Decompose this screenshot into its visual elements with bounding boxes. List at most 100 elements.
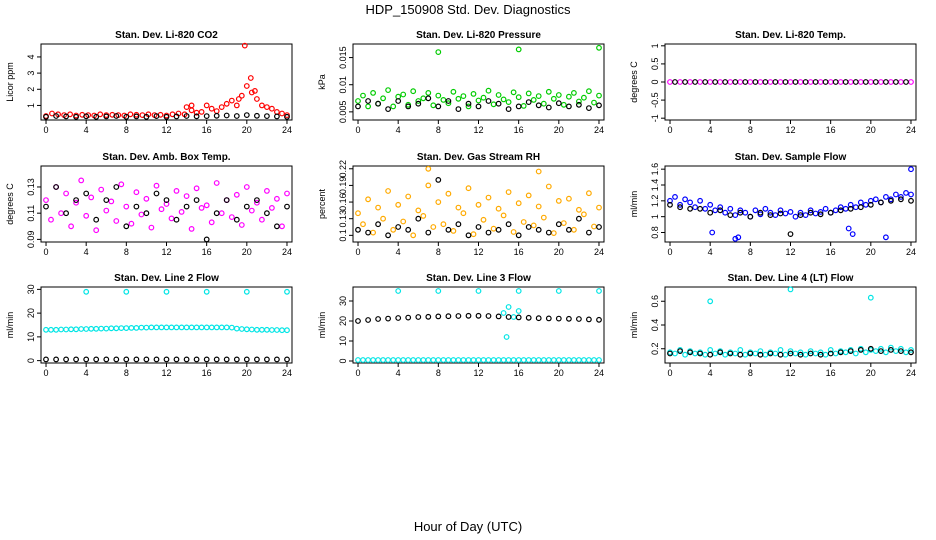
data-point [133, 356, 140, 363]
data-point [677, 348, 683, 355]
data-point [435, 92, 442, 99]
data-point [445, 100, 452, 107]
data-point [545, 104, 552, 111]
series-1 [355, 44, 602, 110]
data-point [505, 99, 512, 105]
data-point [898, 193, 904, 200]
data-point [867, 294, 874, 301]
data-point [782, 351, 789, 358]
y-tick-label: 0.01 [338, 76, 348, 94]
data-point [253, 326, 260, 333]
x-tick-label: 20 [242, 125, 252, 135]
data-point [555, 221, 562, 228]
x-tick-label: 16 [826, 368, 836, 378]
data-point [510, 229, 517, 235]
x-tick-label: 20 [866, 125, 876, 135]
data-point [878, 79, 884, 85]
data-point [355, 103, 361, 110]
data-point [470, 357, 477, 363]
data-point [515, 314, 522, 321]
data-point [123, 288, 130, 295]
data-point [515, 288, 522, 294]
data-point [425, 89, 432, 96]
data-point [223, 112, 230, 119]
data-point [123, 223, 130, 230]
data-point [672, 193, 678, 200]
data-point [787, 208, 794, 215]
y-tick-label: 0.13 [338, 210, 348, 228]
data-point [727, 350, 734, 357]
data-point [173, 216, 180, 223]
data-point [812, 210, 819, 217]
data-point [83, 212, 90, 219]
data-point [832, 79, 839, 85]
data-point [390, 226, 397, 233]
data-point [153, 190, 160, 197]
data-point [709, 229, 716, 236]
x-tick-label: 20 [554, 368, 564, 378]
data-point [284, 288, 290, 295]
data-point [812, 350, 819, 357]
data-point [480, 357, 487, 363]
data-point [677, 204, 683, 211]
data-point [73, 326, 79, 333]
data-point [852, 79, 859, 85]
data-point [596, 44, 602, 51]
data-point [903, 189, 909, 196]
data-point [375, 100, 382, 107]
data-point [435, 288, 442, 294]
data-point [178, 324, 185, 331]
data-point [500, 96, 507, 103]
data-point [445, 226, 452, 233]
data-point [697, 205, 703, 212]
data-point [510, 89, 517, 96]
data-point [787, 286, 794, 293]
data-point [802, 351, 809, 358]
data-point [535, 357, 542, 363]
data-point [807, 348, 814, 355]
data-point [243, 326, 250, 333]
data-point [143, 113, 150, 120]
data-point [500, 357, 507, 363]
data-point [158, 324, 165, 331]
data-point [898, 348, 904, 355]
data-point [88, 194, 95, 201]
series-2 [355, 312, 602, 324]
data-point [817, 211, 824, 218]
data-point [133, 203, 140, 210]
data-point [213, 356, 220, 363]
data-point [576, 98, 582, 105]
data-point [233, 191, 240, 198]
data-point [692, 350, 698, 357]
data-point [465, 185, 472, 192]
data-point [677, 79, 683, 85]
data-point [888, 197, 894, 204]
data-point [269, 204, 275, 211]
x-tick-label: 0 [356, 368, 361, 378]
data-point [113, 218, 120, 224]
data-point [742, 79, 749, 85]
x-tick-label: 20 [242, 247, 252, 257]
data-point [883, 193, 889, 200]
x-tick-label: 24 [282, 125, 292, 135]
data-point [173, 187, 180, 194]
data-point [143, 324, 150, 331]
data-point [213, 210, 220, 217]
y-tick-label: 30 [26, 284, 36, 294]
y-axis-label: ml/min [629, 312, 639, 339]
data-point [460, 357, 467, 363]
x-tick-label: 20 [866, 368, 876, 378]
y-axis-label: degrees C [5, 183, 15, 225]
data-point [490, 357, 497, 363]
y-tick-label: 1.4 [650, 179, 660, 192]
data-point [133, 189, 140, 196]
data-point [188, 225, 195, 232]
data-point [243, 184, 250, 190]
x-tick-label: 12 [785, 125, 795, 135]
data-point [505, 189, 512, 196]
data-point [797, 349, 804, 356]
y-tick-label: 1 [650, 214, 660, 219]
data-point [98, 186, 105, 193]
data-point [445, 313, 452, 320]
data-point [566, 93, 572, 100]
